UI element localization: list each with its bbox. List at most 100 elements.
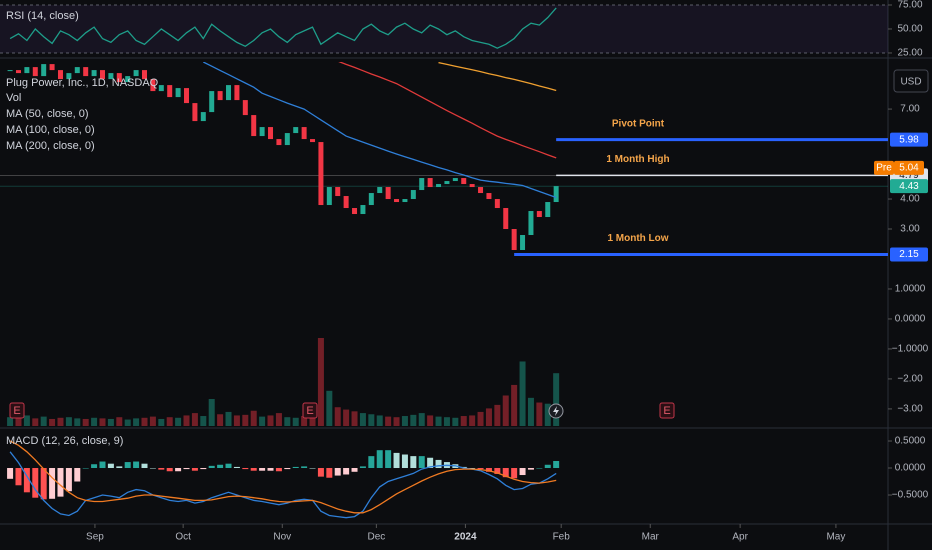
candle-body — [553, 186, 559, 203]
candle-body — [99, 70, 105, 80]
volume-bar — [166, 417, 173, 426]
macd-histogram-bar — [99, 461, 106, 469]
candle-body — [377, 187, 383, 194]
macd-histogram-bar — [116, 466, 123, 469]
price-badge-label: 4.79 — [899, 170, 919, 181]
rsi-band — [0, 4, 888, 53]
macd-histogram-bar — [401, 454, 408, 469]
earnings-box[interactable] — [659, 402, 675, 419]
candle-body — [310, 139, 316, 143]
volume-bar — [485, 408, 492, 426]
volume-bar — [191, 413, 198, 426]
volume-bar — [40, 416, 47, 426]
volume-bar — [553, 373, 560, 426]
earnings-label[interactable]: E — [13, 405, 20, 417]
volume-bar — [511, 384, 518, 426]
volume-bar — [32, 418, 39, 426]
macd-histogram-bar — [343, 468, 350, 475]
volume-bar — [519, 361, 526, 426]
macd-histogram-bar — [158, 468, 165, 470]
candle-body — [175, 88, 181, 98]
candle-body — [343, 196, 349, 209]
earnings-icon[interactable]: E — [9, 402, 25, 419]
volume-bar — [401, 416, 408, 426]
macd-histogram-bar — [368, 456, 375, 469]
currency[interactable]: USD — [900, 77, 921, 88]
earnings-icon[interactable]: E — [302, 402, 318, 419]
candle-body — [116, 73, 122, 83]
candle-body — [444, 181, 450, 185]
y-tick-label: −3.00 — [897, 404, 923, 415]
candle-body — [335, 187, 341, 197]
macd-histogram-bar — [208, 465, 215, 469]
volume-bar — [477, 411, 484, 426]
volume-bar — [343, 409, 350, 426]
candle-body — [24, 67, 30, 74]
macd-histogram-bar — [15, 468, 22, 486]
macd-histogram-bar — [32, 468, 39, 498]
candle-body — [226, 85, 232, 101]
candle-body — [293, 127, 299, 134]
macd-histogram-bar — [351, 468, 358, 472]
macd-histogram-bar — [418, 456, 425, 469]
candle-body — [326, 187, 332, 206]
candle-body — [352, 208, 358, 215]
candle-body — [209, 91, 215, 113]
candle-body — [234, 85, 240, 101]
volume-bar — [183, 415, 190, 426]
macd-histogram-bar — [553, 460, 560, 469]
price-badge — [890, 132, 928, 147]
candle-body — [410, 190, 416, 200]
macd-histogram-bar — [435, 459, 442, 469]
candle-body — [83, 67, 89, 77]
volume-bar — [351, 411, 358, 426]
volume-bar — [23, 415, 30, 426]
volume-bar — [317, 338, 324, 426]
earnings-label[interactable]: E — [663, 405, 670, 417]
rsi-legend: RSI (14, close) — [6, 10, 79, 22]
volume-legend: Vol — [6, 92, 21, 104]
earnings-box[interactable] — [302, 402, 318, 419]
currency-box[interactable] — [893, 69, 929, 93]
candle-body — [108, 73, 114, 80]
candle-body — [276, 139, 282, 146]
y-tick-label: 50.00 — [897, 24, 922, 35]
macd-histogram-bar — [183, 468, 190, 470]
macd-histogram-bar — [141, 463, 148, 469]
macd-histogram-bar — [175, 468, 182, 472]
ma-legend: MA (200, close, 0) — [6, 140, 95, 152]
candle-body — [66, 73, 72, 80]
volume-bar — [259, 416, 266, 426]
volume-bar — [443, 417, 450, 426]
volume-bar — [141, 417, 148, 426]
rsi-line — [9, 7, 557, 49]
candle-body — [41, 64, 47, 77]
y-tick-label: 1.0000 — [895, 284, 926, 295]
candle-body — [486, 193, 492, 200]
candle-body — [217, 91, 223, 101]
price-badge-label: 5.98 — [899, 134, 919, 145]
candle-body — [150, 79, 156, 92]
earnings-icon[interactable]: E — [659, 402, 675, 419]
candle-body — [368, 193, 374, 206]
candle-body — [158, 85, 164, 92]
premarket-badge — [894, 160, 924, 175]
volume-bar — [7, 417, 14, 426]
volume-bar — [57, 417, 64, 426]
macd-histogram-bar — [107, 463, 114, 469]
candle-body — [133, 70, 139, 77]
macd-histogram-bar — [536, 468, 543, 469]
candle-body — [15, 70, 21, 74]
volume-bar — [242, 414, 249, 426]
candle-body — [402, 199, 408, 203]
earnings-label[interactable]: E — [306, 405, 313, 417]
dividend-icon[interactable] — [548, 403, 564, 419]
macd-histogram-bar — [292, 466, 299, 469]
earnings-box[interactable] — [9, 402, 25, 419]
macd-histogram-bar — [7, 468, 14, 479]
candle-body — [545, 202, 551, 218]
candle-body — [494, 199, 500, 209]
candle-body — [318, 142, 324, 206]
macd-histogram-bar — [40, 468, 47, 500]
volume-bar — [309, 414, 316, 426]
